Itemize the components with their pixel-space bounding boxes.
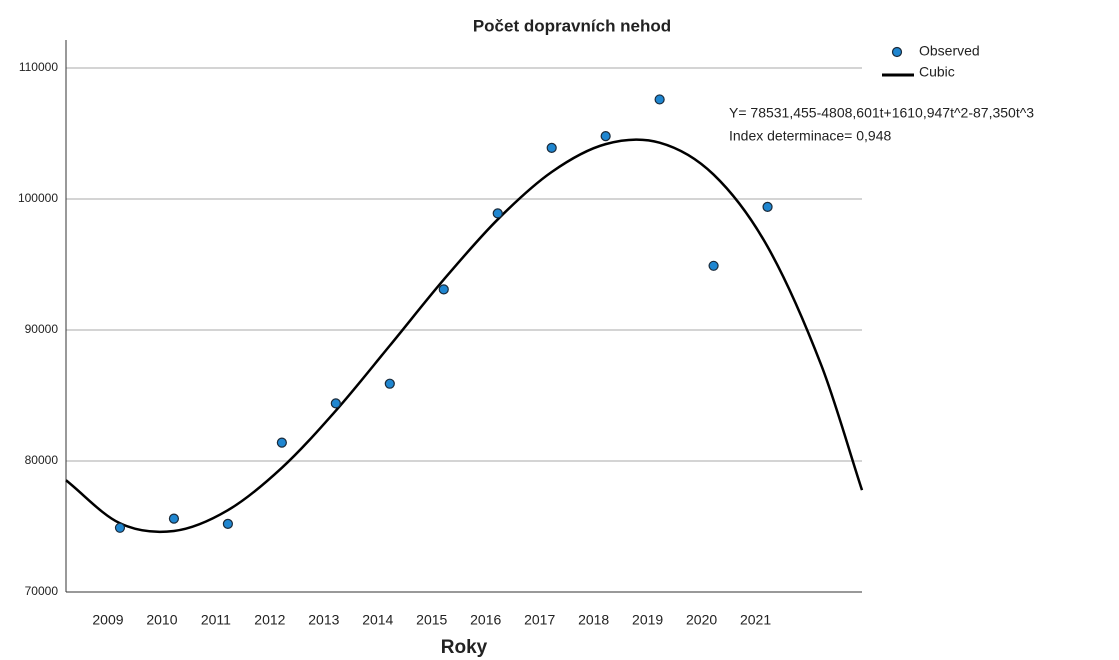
data-point <box>384 378 395 389</box>
x-tick-label: 2016 <box>470 612 501 628</box>
legend-marker <box>891 46 903 58</box>
annotation: Y= 78531,455-4808,601t+1610,947t^2-87,35… <box>729 105 1034 121</box>
y-tick-label: 110000 <box>19 60 58 74</box>
x-tick-label: 2020 <box>686 612 717 628</box>
y-tick-label: 90000 <box>25 322 59 336</box>
x-axis-title: Roky <box>441 637 488 658</box>
data-point <box>546 142 557 154</box>
legend-label: Cubic <box>919 64 955 80</box>
x-tick-label: 2017 <box>524 612 555 628</box>
x-tick-label: 2011 <box>201 612 231 628</box>
data-point <box>168 513 180 524</box>
x-tick-label: 2014 <box>362 612 393 628</box>
x-tick-label: 2013 <box>308 612 339 628</box>
data-point <box>438 284 449 295</box>
x-tick-label: 2010 <box>146 612 177 628</box>
fit-line <box>65 138 864 534</box>
x-tick-label: 2021 <box>740 612 771 628</box>
data-point <box>654 94 665 105</box>
data-point <box>708 260 719 271</box>
x-tick-label: 2012 <box>254 612 285 628</box>
legend-label: Observed <box>919 43 980 59</box>
data-point <box>600 131 611 142</box>
data-point <box>762 201 773 212</box>
chart-title: Počet dopravních nehod <box>473 16 671 35</box>
data-point <box>330 398 341 409</box>
x-tick-label: 2015 <box>416 612 447 628</box>
data-point <box>114 522 126 533</box>
annotation: Index determinace= 0,948 <box>729 128 891 144</box>
data-point <box>276 437 287 448</box>
x-tick-label: 2018 <box>578 612 609 628</box>
x-tick-label: 2009 <box>92 612 123 628</box>
y-tick-label: 70000 <box>25 584 59 598</box>
x-tick-label: 2019 <box>632 612 663 628</box>
y-tick-label: 80000 <box>25 453 59 467</box>
data-point <box>492 208 503 219</box>
y-tick-label: 100000 <box>18 191 58 205</box>
data-point <box>222 518 233 529</box>
